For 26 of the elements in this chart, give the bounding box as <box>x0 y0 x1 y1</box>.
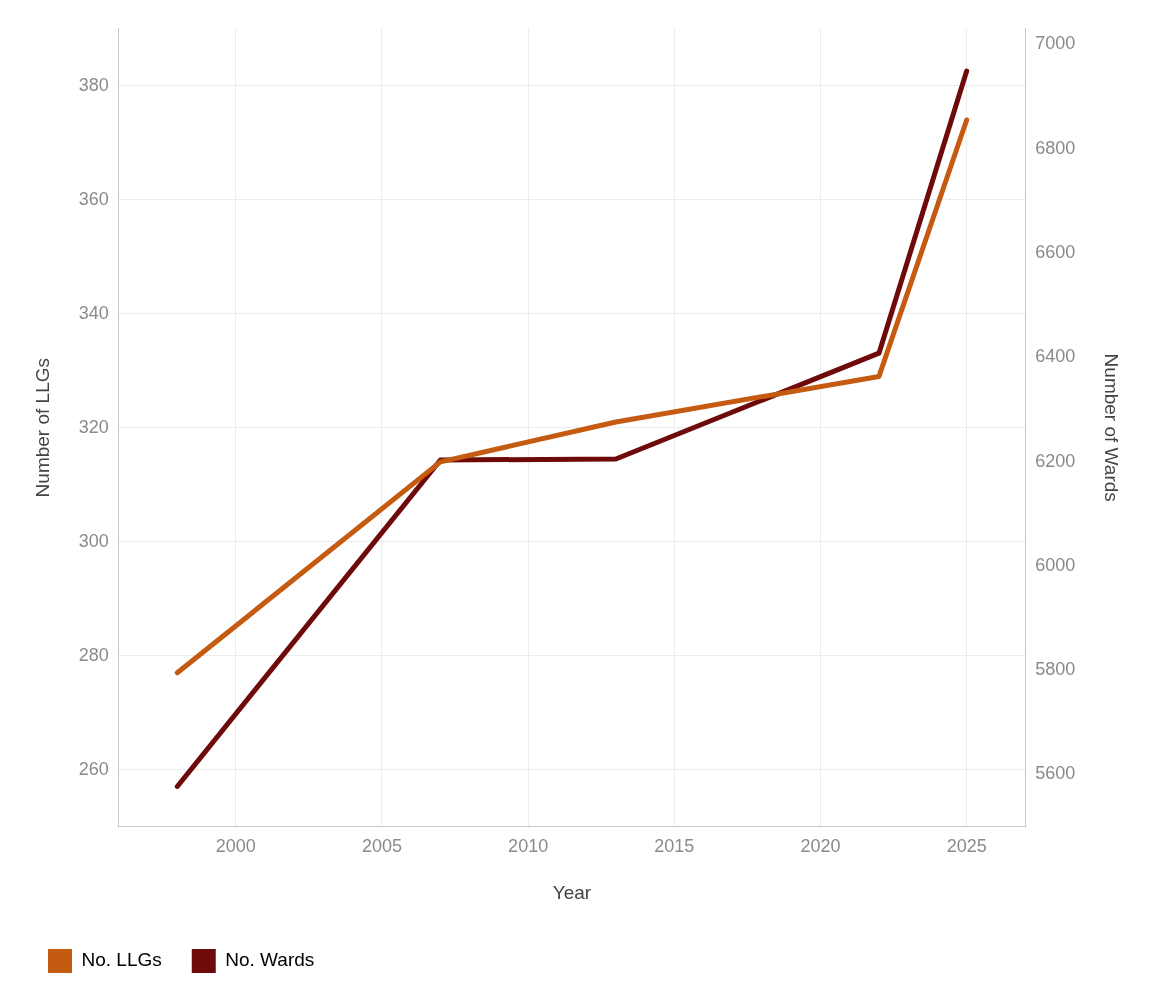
y2-tick-label: 6600 <box>1035 241 1076 262</box>
legend-label: No. LLGs <box>81 949 162 971</box>
x-tick-label: 2010 <box>508 836 549 857</box>
x-tick-label: 2000 <box>215 836 256 857</box>
y2-tick-label: 6200 <box>1035 450 1076 471</box>
y2-tick-label: 5800 <box>1035 659 1076 680</box>
y-axis-title: Number of LLGs <box>31 358 53 498</box>
y-tick-label: 300 <box>78 530 109 551</box>
y-tick-label: 260 <box>78 758 109 779</box>
x-tick-label: 2015 <box>654 836 695 857</box>
y2-tick-label: 6000 <box>1035 554 1076 575</box>
y2-tick-label: 6800 <box>1035 137 1076 158</box>
x-tick-label: 2025 <box>946 836 987 857</box>
y2-tick-label: 6400 <box>1035 346 1076 367</box>
y2-tick-label: 7000 <box>1035 33 1076 54</box>
y-tick-label: 380 <box>78 74 109 95</box>
y-tick-label: 340 <box>78 302 109 323</box>
y-tick-label: 320 <box>78 416 109 437</box>
x-axis-title: Year <box>552 881 592 903</box>
x-tick-label: 2005 <box>361 836 402 857</box>
legend-label: No. Wards <box>225 949 315 971</box>
y2-axis-title: Number of Wards <box>1101 353 1123 502</box>
y2-tick-label: 5600 <box>1035 763 1076 784</box>
x-tick-label: 2020 <box>800 836 841 857</box>
y-tick-label: 280 <box>78 644 109 665</box>
y-tick-label: 360 <box>78 188 109 209</box>
